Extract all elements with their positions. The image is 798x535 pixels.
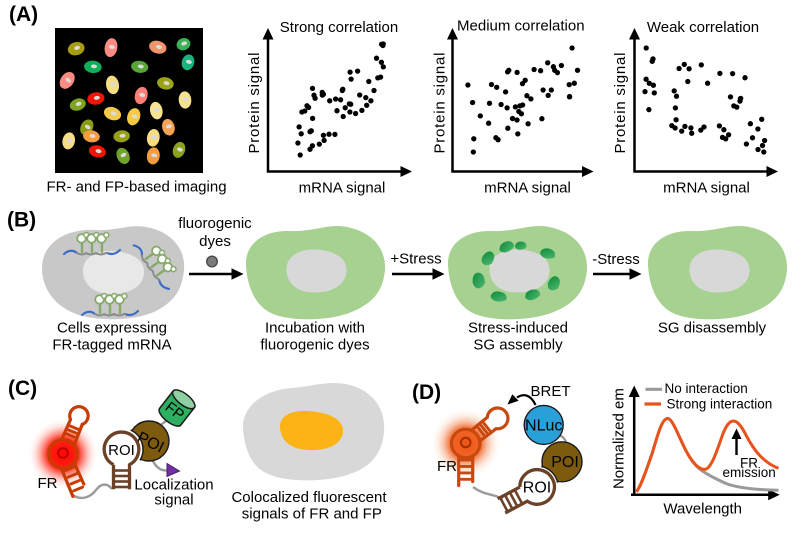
svg-text:(C): (C) (8, 377, 37, 400)
svg-text:FR: FR (437, 458, 457, 475)
svg-text:NLuc: NLuc (525, 418, 562, 435)
svg-text:SG disassembly: SG disassembly (658, 320, 767, 337)
svg-text:mRNA signal: mRNA signal (299, 179, 386, 196)
svg-text:signals of FR and FP: signals of FR and FP (242, 506, 382, 523)
svg-text:(D): (D) (412, 381, 441, 404)
svg-text:Protein signal: Protein signal (612, 53, 629, 154)
svg-text:fluorogenic dyes: fluorogenic dyes (260, 337, 369, 354)
svg-text:FR: FR (38, 475, 58, 492)
svg-text:SG assembly: SG assembly (473, 337, 563, 354)
svg-text:(A): (A) (9, 3, 38, 26)
svg-text:FR- and FP-based imaging: FR- and FP-based imaging (46, 179, 226, 196)
svg-text:mRNA signal: mRNA signal (663, 179, 750, 196)
svg-text:Incubation with: Incubation with (265, 320, 365, 337)
svg-text:Cells expressing: Cells expressing (57, 320, 167, 337)
svg-text:Normalized em: Normalized em (611, 388, 628, 489)
svg-text:BRET: BRET (530, 383, 570, 400)
svg-text:fluorogenic: fluorogenic (178, 215, 252, 232)
svg-text:ROI: ROI (108, 442, 135, 459)
svg-text:signal: signal (154, 492, 193, 509)
svg-text:Localization: Localization (134, 477, 213, 494)
svg-text:No interaction: No interaction (665, 381, 748, 396)
svg-text:+Stress: +Stress (390, 251, 441, 268)
svg-text:Stress-induced: Stress-induced (468, 320, 568, 337)
svg-text:emission: emission (723, 465, 776, 480)
svg-text:-Stress: -Stress (592, 251, 640, 268)
svg-text:dyes: dyes (199, 233, 231, 250)
svg-text:Wavelength: Wavelength (663, 501, 742, 518)
svg-text:Colocalized fluorescent: Colocalized fluorescent (231, 489, 387, 506)
svg-text:Strong interaction: Strong interaction (667, 397, 773, 412)
svg-text:ROI: ROI (523, 480, 551, 497)
svg-text:POI: POI (551, 454, 579, 471)
svg-text:Medium correlation: Medium correlation (457, 18, 585, 35)
svg-text:Weak correlation: Weak correlation (647, 19, 759, 36)
svg-text:Protein signal: Protein signal (246, 53, 263, 154)
svg-text:Protein signal: Protein signal (432, 53, 449, 154)
svg-text:FR: FR (740, 456, 758, 471)
svg-text:FR-tagged mRNA: FR-tagged mRNA (52, 337, 171, 354)
svg-text:(B): (B) (7, 209, 36, 232)
svg-text:mRNA signal: mRNA signal (484, 179, 571, 196)
svg-text:Strong correlation: Strong correlation (280, 19, 398, 36)
